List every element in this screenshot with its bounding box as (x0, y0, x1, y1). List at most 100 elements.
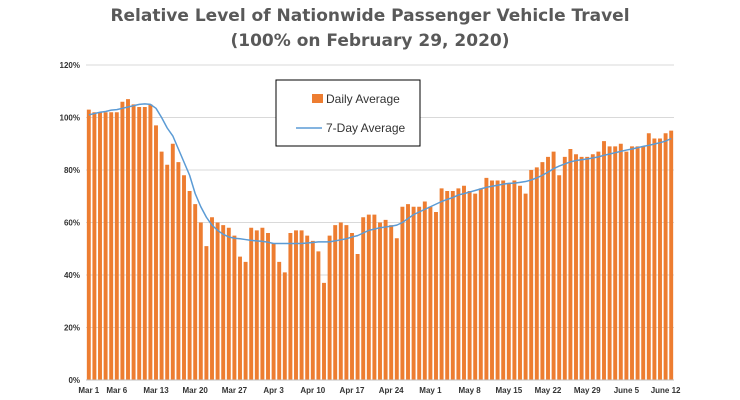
legend-box (275, 79, 421, 147)
chart-title-main: Relative Level of Nationwide Passenger V… (110, 6, 630, 26)
daily-average-bar (103, 112, 108, 380)
daily-average-bar (327, 235, 332, 380)
daily-average-bar (478, 188, 483, 380)
daily-average-bar (512, 180, 517, 380)
daily-average-bar (210, 217, 214, 380)
daily-average-bar (299, 230, 304, 380)
daily-average-bar (193, 204, 198, 380)
daily-average-bar (361, 217, 366, 380)
daily-average-bar (154, 125, 158, 380)
daily-average-bar (624, 151, 629, 380)
daily-average-bar (439, 188, 444, 380)
daily-average-bar (473, 193, 478, 380)
daily-average-bar (607, 146, 612, 380)
daily-average-bar (518, 185, 522, 380)
legend-label-daily-average: Daily Average (326, 92, 400, 106)
daily-average-bar (658, 138, 662, 380)
daily-average-bar (534, 167, 539, 380)
daily-average-bar (266, 233, 270, 380)
x-tick-label: May 8 (458, 386, 481, 395)
daily-average-bar (462, 185, 466, 380)
daily-average-bar (277, 261, 282, 380)
x-tick-label: May 29 (574, 386, 601, 395)
daily-average-bar (590, 154, 595, 380)
chart-title: Relative Level of Nationwide Passenger V… (0, 4, 740, 54)
daily-average-bar (98, 112, 102, 380)
daily-average-bar (109, 112, 114, 380)
legend-swatch-daily-average (312, 94, 323, 103)
daily-average-bar (613, 146, 618, 380)
daily-average-bar (137, 107, 142, 380)
y-tick-label: 100% (60, 114, 80, 123)
daily-average-bar (238, 256, 242, 380)
daily-average-bar (271, 243, 276, 380)
daily-average-bar (366, 214, 371, 380)
x-tick-label: Mar 13 (143, 386, 169, 395)
daily-average-bar (316, 251, 321, 380)
daily-average-bar (490, 180, 494, 380)
daily-average-bar (546, 156, 550, 380)
daily-average-bar (232, 235, 237, 380)
daily-average-bar (383, 219, 388, 380)
daily-average-bar (282, 272, 287, 380)
daily-average-bar (635, 146, 640, 380)
daily-average-bar (221, 225, 226, 380)
daily-average-bar (305, 235, 310, 380)
x-tick-label: Mar 6 (106, 386, 127, 395)
daily-average-bar (523, 193, 528, 380)
daily-average-bar (198, 222, 203, 380)
x-tick-label: Mar 20 (183, 386, 209, 395)
daily-average-bar (187, 191, 192, 380)
daily-average-bar (585, 156, 590, 380)
x-tick-label: Mar 1 (78, 386, 99, 395)
daily-average-bar (428, 206, 433, 380)
daily-average-bar (148, 104, 153, 380)
daily-average-bar (602, 141, 606, 380)
daily-average-bar (652, 138, 657, 380)
daily-average-bar (333, 225, 338, 380)
daily-average-bar (249, 227, 254, 380)
daily-average-bar (417, 206, 422, 380)
daily-average-bar (120, 101, 125, 380)
daily-average-bar (434, 212, 438, 380)
y-tick-label: 60% (64, 219, 80, 228)
daily-average-bar (378, 222, 382, 380)
daily-average-bar (159, 151, 164, 380)
daily-average-bar (226, 227, 231, 380)
daily-average-bar (394, 238, 399, 380)
daily-average-bar (86, 109, 91, 380)
daily-average-bar (411, 206, 416, 380)
daily-average-bar (456, 188, 461, 380)
y-tick-label: 20% (64, 324, 80, 333)
daily-average-bar (142, 107, 147, 380)
daily-average-bar (322, 282, 326, 380)
daily-average-bar (372, 214, 377, 380)
daily-average-bar (294, 230, 298, 380)
x-tick-label: June 12 (651, 386, 681, 395)
x-tick-label: Apr 17 (340, 386, 365, 395)
daily-average-bar (165, 164, 170, 380)
daily-average-bar (344, 225, 349, 380)
daily-average-bar (663, 133, 668, 380)
daily-average-bar (215, 222, 220, 380)
daily-average-bar (126, 99, 130, 380)
daily-average-bar (170, 143, 175, 380)
daily-average-bar (641, 146, 646, 380)
y-tick-label: 40% (64, 271, 80, 280)
y-tick-label: 0% (68, 376, 80, 385)
daily-average-bar (254, 230, 259, 380)
axes: 0% 20% 40% 60% 80% 100% 120% Mar 1 Mar 6 Mar 13 Ma… (60, 61, 682, 395)
daily-average-bar (551, 151, 556, 380)
daily-average-bar (182, 175, 186, 380)
daily-average-bar (669, 130, 674, 380)
x-tick-label: Apr 3 (263, 386, 284, 395)
daily-average-bar (646, 133, 651, 380)
daily-average-bar (579, 156, 584, 380)
daily-average-bar (310, 240, 315, 380)
daily-average-bar (260, 227, 265, 380)
daily-average-bar (540, 162, 545, 380)
daily-average-bar (467, 191, 472, 380)
daily-average-bar (176, 162, 181, 380)
daily-average-bar (574, 154, 578, 380)
